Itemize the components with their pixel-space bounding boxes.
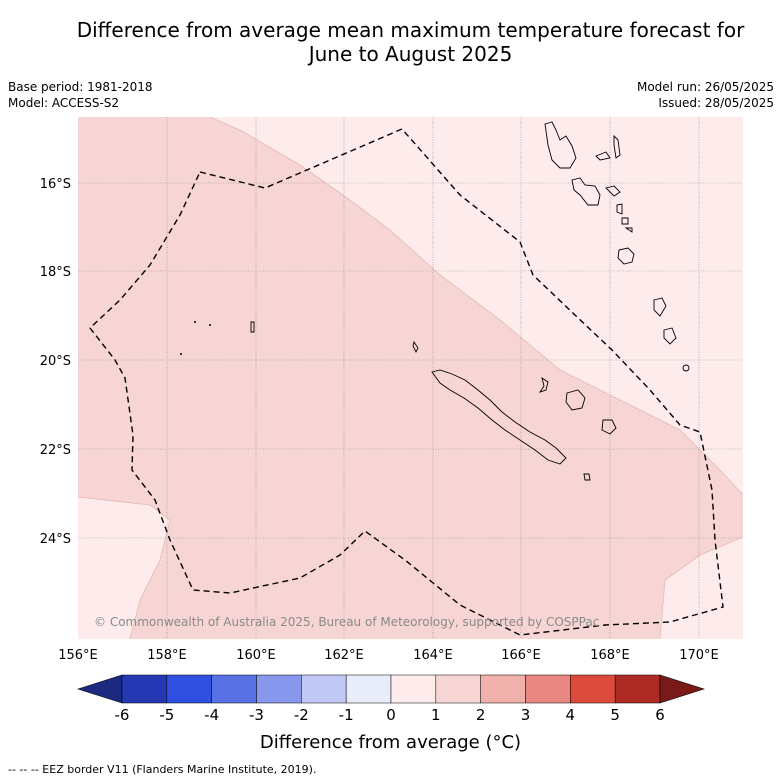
colorbar: -6 -5 -4 -3 -2 -1 0 1 2 3 4 5 6 xyxy=(77,674,705,724)
meta-right: Model run: 26/05/2025 Issued: 28/05/2025 xyxy=(637,79,774,111)
colorbar-cell xyxy=(614,674,661,704)
colorbar-cell xyxy=(570,674,616,704)
colorbar-tick-label: -3 xyxy=(249,706,264,724)
lon-tick: 170°E xyxy=(679,648,719,663)
colorbar-cell xyxy=(211,674,257,704)
chesterfield-islet xyxy=(250,321,255,333)
reef-islet-1 xyxy=(194,321,196,323)
model-run-label: Model run: 26/05/2025 xyxy=(636,80,774,94)
isle-of-pines xyxy=(583,473,591,481)
title-line-2: June to August 2025 xyxy=(308,42,513,66)
lon-tick: 162°E xyxy=(324,648,364,663)
colorbar-tick-label: -6 xyxy=(115,706,130,724)
colorbar-cell xyxy=(166,674,212,704)
vanuatu-islands xyxy=(544,121,690,372)
colorbar-extend-high xyxy=(659,674,705,704)
colorbar-cell xyxy=(121,674,168,704)
lat-tick: 16°S xyxy=(40,177,71,192)
colorbar-cell xyxy=(345,674,392,704)
colorbar-tick-label: -5 xyxy=(159,706,174,724)
lon-tick: 164°E xyxy=(413,648,453,663)
lat-tick: 22°S xyxy=(40,443,71,458)
lat-tick: 18°S xyxy=(40,265,71,280)
lat-tick: 20°S xyxy=(40,354,71,369)
colorbar-cell xyxy=(435,674,481,704)
colorbar-cell xyxy=(390,674,437,704)
colorbar-tick-label: 0 xyxy=(386,706,396,724)
reef-islet-3 xyxy=(209,324,211,326)
eez-border xyxy=(89,128,724,636)
lon-tick: 156°E xyxy=(58,648,98,663)
colorbar-tick-label: 6 xyxy=(655,706,665,724)
belep-islands xyxy=(412,340,419,354)
lat-tick-labels: 16°S 18°S 20°S 22°S 24°S xyxy=(40,177,71,547)
lon-tick: 160°E xyxy=(236,648,276,663)
copyright-text: © Commonwealth of Australia 2025, Bureau… xyxy=(94,615,599,629)
colorbar-cell xyxy=(480,674,526,704)
colorbar-cell xyxy=(256,674,302,704)
mare-island xyxy=(601,419,617,435)
anomaly-band-1-2 xyxy=(78,117,743,639)
lon-tick: 168°E xyxy=(590,648,630,663)
colorbar-tick-label: -1 xyxy=(339,706,354,724)
footnote: -- -- -- EEZ border V11 (Flanders Marine… xyxy=(8,763,317,776)
ouvea-island xyxy=(538,376,549,393)
lon-tick: 158°E xyxy=(147,648,187,663)
lon-tick: 166°E xyxy=(501,648,541,663)
colorbar-tick-label: 1 xyxy=(431,706,441,724)
lon-tick-labels: 156°E 158°E 160°E 162°E 164°E 166°E 168°… xyxy=(58,648,719,663)
map-area xyxy=(78,117,743,639)
colorbar-tick-label: -2 xyxy=(294,706,309,724)
title-line-1: Difference from average mean maximum tem… xyxy=(76,18,745,42)
colorbar-title: Difference from average (°C) xyxy=(259,732,522,753)
colorbar-cell xyxy=(525,674,571,704)
model-label: Model: ACCESS-S2 xyxy=(8,96,120,110)
colorbar-extend-low xyxy=(77,674,123,704)
lifou-island xyxy=(565,389,586,411)
colorbar-tick-label: 3 xyxy=(521,706,531,724)
band-boundary xyxy=(209,117,743,496)
colorbar-tick-label: -4 xyxy=(204,706,219,724)
colorbar-tick-label: 4 xyxy=(566,706,576,724)
band-boundary-3 xyxy=(78,496,171,639)
meta-left: Base period: 1981-2018 Model: ACCESS-S2 xyxy=(8,79,153,111)
colorbar-cell xyxy=(301,674,347,704)
issued-label: Issued: 28/05/2025 xyxy=(658,96,774,110)
chart-title: Difference from average mean maximum tem… xyxy=(0,18,781,66)
gridlines xyxy=(78,117,743,639)
new-caledonia-island xyxy=(431,369,567,465)
band-boundary-2 xyxy=(659,536,743,639)
colorbar-tick-label: 5 xyxy=(610,706,620,724)
reef-islet-2 xyxy=(180,353,182,355)
lat-tick: 24°S xyxy=(40,532,71,547)
base-period-label: Base period: 1981-2018 xyxy=(8,80,153,94)
colorbar-tick-label: 2 xyxy=(476,706,486,724)
